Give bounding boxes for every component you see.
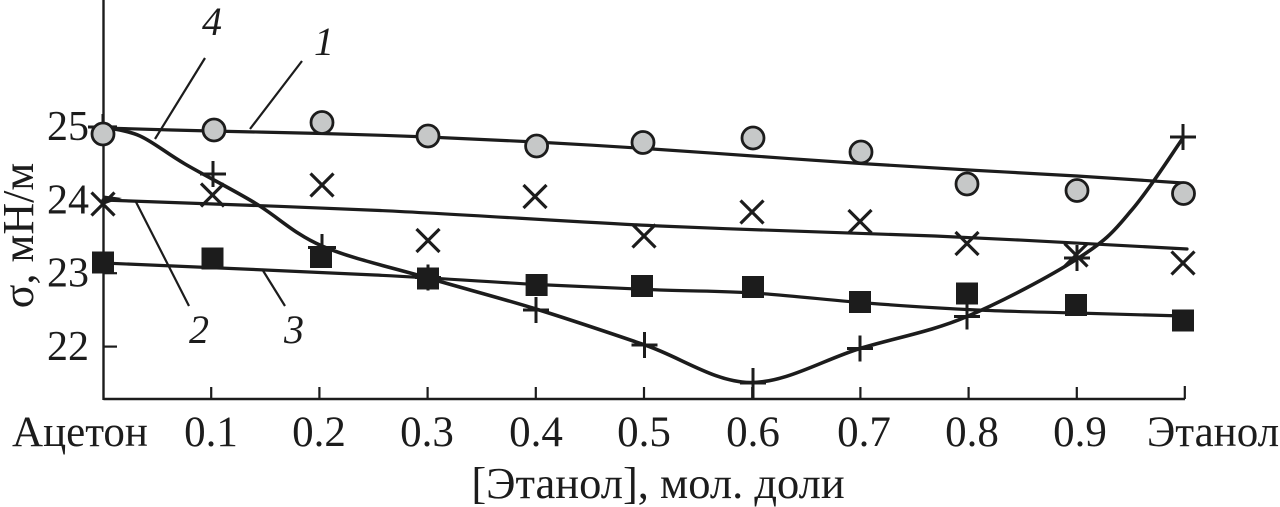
svg-text:Этанол: Этанол: [1147, 409, 1279, 456]
svg-text:0.6: 0.6: [726, 409, 780, 456]
svg-text:22: 22: [47, 324, 89, 370]
svg-text:3: 3: [283, 307, 304, 352]
svg-text:0.7: 0.7: [837, 409, 891, 456]
svg-text:0.4: 0.4: [509, 409, 563, 456]
svg-text:24: 24: [47, 177, 89, 223]
svg-text:2: 2: [189, 307, 209, 352]
svg-text:0.2: 0.2: [292, 409, 346, 456]
svg-text:0.3: 0.3: [400, 409, 454, 456]
svg-text:0.9: 0.9: [1053, 409, 1107, 456]
svg-text:σ, мН/м: σ, мН/м: [0, 163, 43, 308]
svg-text:25: 25: [47, 104, 89, 150]
svg-text:1: 1: [314, 19, 334, 64]
svg-text:0.5: 0.5: [617, 409, 671, 456]
svg-text:Ацетон: Ацетон: [12, 409, 148, 456]
svg-text:0.1: 0.1: [184, 409, 238, 456]
svg-text:23: 23: [47, 251, 89, 297]
svg-text:[Этанол], мол. доли: [Этанол], мол. доли: [471, 458, 844, 507]
svg-text:4: 4: [202, 0, 222, 44]
svg-text:0.8: 0.8: [945, 409, 999, 456]
